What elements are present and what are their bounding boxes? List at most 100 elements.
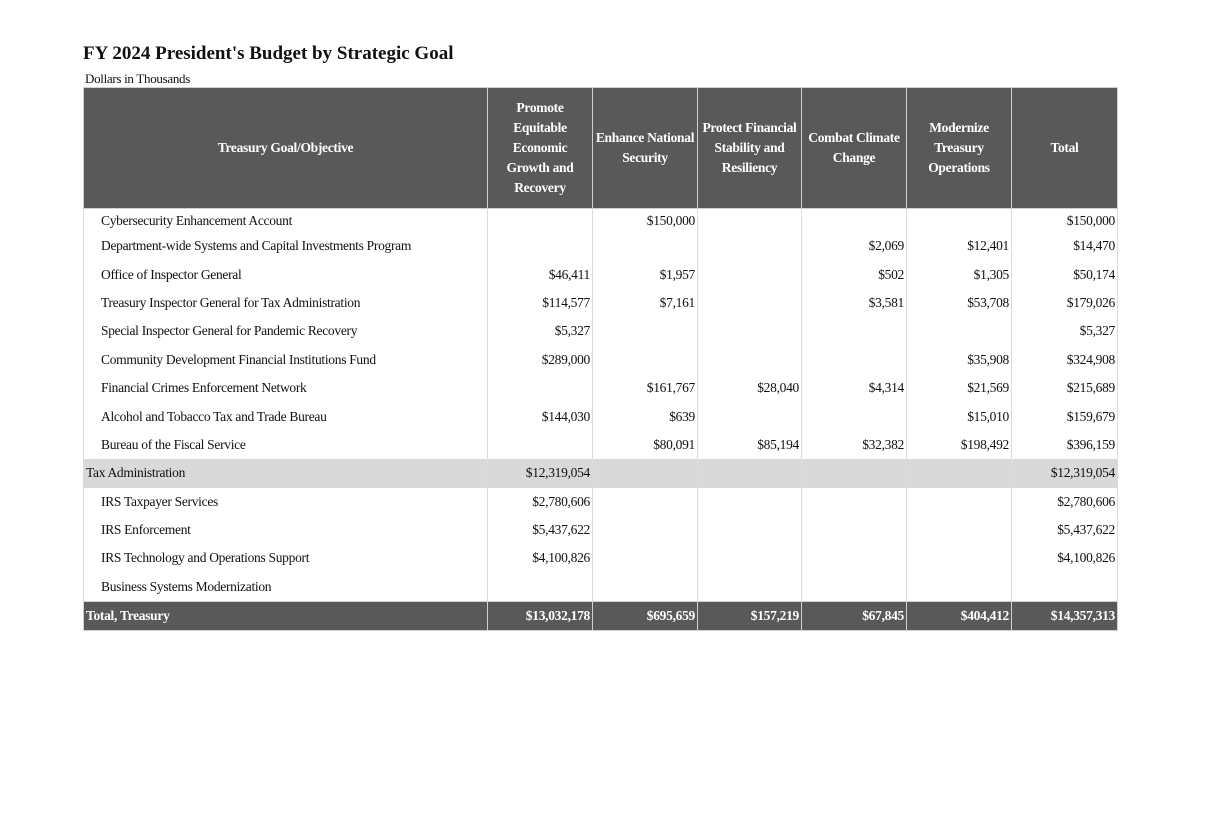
value-cell [592, 232, 698, 261]
value-cell: $35,908 [906, 345, 1012, 374]
value-cell [697, 232, 802, 261]
value-cell: $32,382 [801, 430, 907, 460]
value-cell: $80,091 [592, 430, 698, 460]
value-cell: $4,314 [801, 373, 907, 403]
value-cell: $4,100,826 [1011, 544, 1118, 573]
table-row: Special Inspector General for Pandemic R… [83, 317, 1118, 346]
table-row: Treasury Inspector General for Tax Admin… [83, 288, 1118, 318]
value-cell: $5,327 [487, 317, 593, 346]
value-cell: $159,679 [1011, 402, 1118, 431]
table-row: Office of Inspector General $46,411 $1,957… [83, 260, 1118, 289]
value-cell: $198,492 [906, 430, 1012, 460]
value-cell [592, 317, 698, 346]
value-cell [697, 402, 802, 431]
value-cell: $215,689 [1011, 373, 1118, 403]
value-cell [906, 487, 1012, 516]
page-title: FY 2024 President's Budget by Strategic … [83, 43, 454, 64]
table-row: IRS Technology and Operations Support $4,… [83, 544, 1118, 573]
value-cell: $695,659 [592, 601, 698, 632]
value-cell: $404,412 [906, 601, 1012, 632]
value-cell: $67,845 [801, 601, 907, 632]
value-cell [697, 459, 802, 488]
value-cell: $14,357,313 [1011, 601, 1118, 632]
value-cell [592, 572, 698, 602]
value-cell: $5,327 [1011, 317, 1118, 346]
value-cell: $144,030 [487, 402, 593, 431]
value-cell: $28,040 [697, 373, 802, 403]
value-cell [592, 459, 698, 488]
value-cell [487, 430, 593, 460]
value-cell: $5,437,622 [1011, 515, 1118, 545]
value-cell: $2,780,606 [1011, 487, 1118, 516]
value-cell [487, 232, 593, 261]
value-cell [801, 317, 907, 346]
value-cell: $2,069 [801, 232, 907, 261]
value-cell [697, 288, 802, 318]
row-label: Community Development Financial Institut… [83, 345, 488, 374]
header-financial-stability: Protect Financial Stability and Resilien… [697, 87, 802, 209]
table-row: Alcohol and Tobacco Tax and Trade Bureau… [83, 402, 1118, 431]
table-row: Financial Crimes Enforcement Network $161… [83, 373, 1118, 403]
value-cell: $46,411 [487, 260, 593, 289]
value-cell [592, 515, 698, 545]
table-row: IRS Taxpayer Services $2,780,606 $2,780,60… [83, 487, 1118, 516]
table-row: IRS Enforcement $5,437,622 $5,437,622 [83, 515, 1118, 545]
row-label: Cybersecurity Enhancement Account [83, 208, 488, 232]
value-cell [697, 487, 802, 516]
value-cell: $12,319,054 [1011, 459, 1118, 488]
value-cell: $12,319,054 [487, 459, 593, 488]
value-cell: $114,577 [487, 288, 593, 318]
row-label: Department-wide Systems and Capital Inve… [83, 232, 488, 261]
value-cell [697, 260, 802, 289]
value-cell: $161,767 [592, 373, 698, 403]
value-cell: $50,174 [1011, 260, 1118, 289]
value-cell: $1,305 [906, 260, 1012, 289]
value-cell [906, 515, 1012, 545]
value-cell: $179,026 [1011, 288, 1118, 318]
value-cell [487, 208, 593, 232]
value-cell [1011, 572, 1118, 602]
value-cell [801, 402, 907, 431]
value-cell: $639 [592, 402, 698, 431]
table-row: Community Development Financial Institut… [83, 345, 1118, 374]
value-cell: $4,100,826 [487, 544, 593, 573]
header-row: Treasury Goal/Objective Promote Equitabl… [83, 87, 1118, 209]
value-cell [801, 459, 907, 488]
value-cell [487, 572, 593, 602]
value-cell [697, 208, 802, 232]
value-cell [801, 345, 907, 374]
row-label: Office of Inspector General [83, 260, 488, 289]
value-cell: $14,470 [1011, 232, 1118, 261]
value-cell: $150,000 [592, 208, 698, 232]
table-row: Bureau of the Fiscal Service $80,091 $85,1… [83, 430, 1118, 460]
value-cell: $53,708 [906, 288, 1012, 318]
header-promote-growth: Promote Equitable Economic Growth and Re… [487, 87, 593, 209]
row-label: IRS Taxpayer Services [83, 487, 488, 516]
value-cell: $502 [801, 260, 907, 289]
value-cell [906, 459, 1012, 488]
row-label: IRS Technology and Operations Support [83, 544, 488, 573]
header-climate-change: Combat Climate Change [801, 87, 907, 209]
row-label: Total, Treasury [83, 601, 488, 632]
table-row: Business Systems Modernization [83, 572, 1118, 602]
value-cell: $21,569 [906, 373, 1012, 403]
value-cell: $7,161 [592, 288, 698, 318]
row-label: Business Systems Modernization [83, 572, 488, 602]
value-cell [906, 572, 1012, 602]
row-label: Financial Crimes Enforcement Network [83, 373, 488, 403]
value-cell [697, 345, 802, 374]
subtotal-row: Tax Administration $12,319,054 $12,319,054 [83, 459, 1118, 488]
value-cell [697, 572, 802, 602]
value-cell [801, 208, 907, 232]
row-label: Alcohol and Tobacco Tax and Trade Bureau [83, 402, 488, 431]
value-cell: $289,000 [487, 345, 593, 374]
value-cell [801, 544, 907, 573]
value-cell: $396,159 [1011, 430, 1118, 460]
total-row: Total, Treasury $13,032,178 $695,659 $157,2… [83, 601, 1118, 632]
row-label: Bureau of the Fiscal Service [83, 430, 488, 460]
value-cell: $2,780,606 [487, 487, 593, 516]
value-cell [906, 317, 1012, 346]
row-label: Treasury Inspector General for Tax Admin… [83, 288, 488, 318]
value-cell [697, 515, 802, 545]
value-cell [697, 317, 802, 346]
